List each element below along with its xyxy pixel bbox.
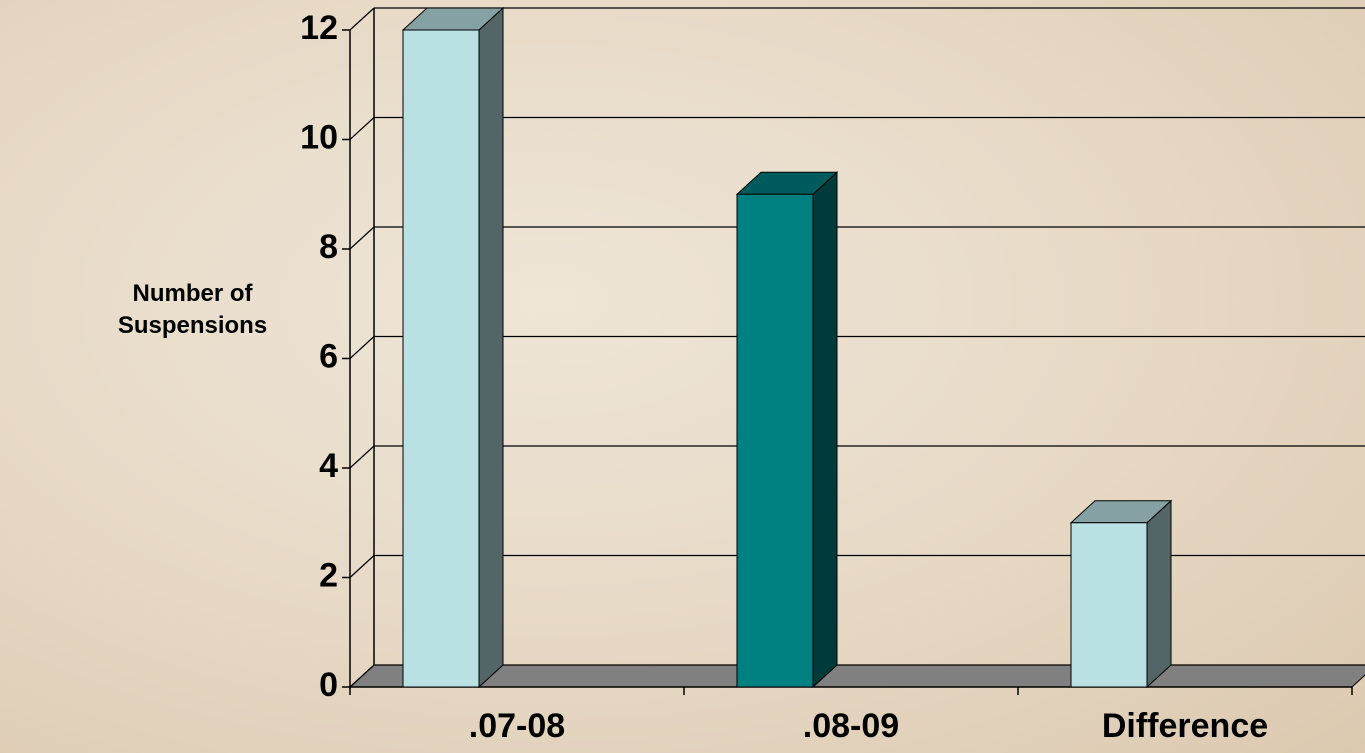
- bar-side: [478, 6, 504, 689]
- grid-line: [349, 664, 375, 688]
- y-tick-label: 2: [319, 556, 338, 594]
- y-tick-label: 10: [300, 118, 338, 156]
- bar: [402, 29, 480, 688]
- y-tick-label: 12: [300, 9, 338, 47]
- bar: [736, 193, 814, 688]
- grid-line: [349, 7, 375, 31]
- bar: [1070, 522, 1148, 688]
- x-tick-label: Difference: [1102, 707, 1268, 745]
- x-tick-label: .07-08: [469, 707, 565, 745]
- y-tick-label: 4: [319, 447, 338, 485]
- grid-line: [349, 117, 375, 140]
- y-tick-label: 6: [319, 337, 338, 375]
- grid-line: [349, 226, 375, 250]
- floor: [348, 664, 1365, 688]
- y-axis-label: Number of Suspensions: [117, 280, 268, 339]
- x-tick-label: .08-09: [803, 707, 899, 745]
- grid-line: [349, 555, 375, 578]
- y-tick-label: 8: [319, 228, 338, 266]
- grid-line: [349, 336, 375, 359]
- y-tick-label: 0: [319, 666, 338, 704]
- grid-line: [349, 445, 375, 469]
- bar-side: [812, 171, 838, 689]
- bar-side: [1146, 499, 1172, 689]
